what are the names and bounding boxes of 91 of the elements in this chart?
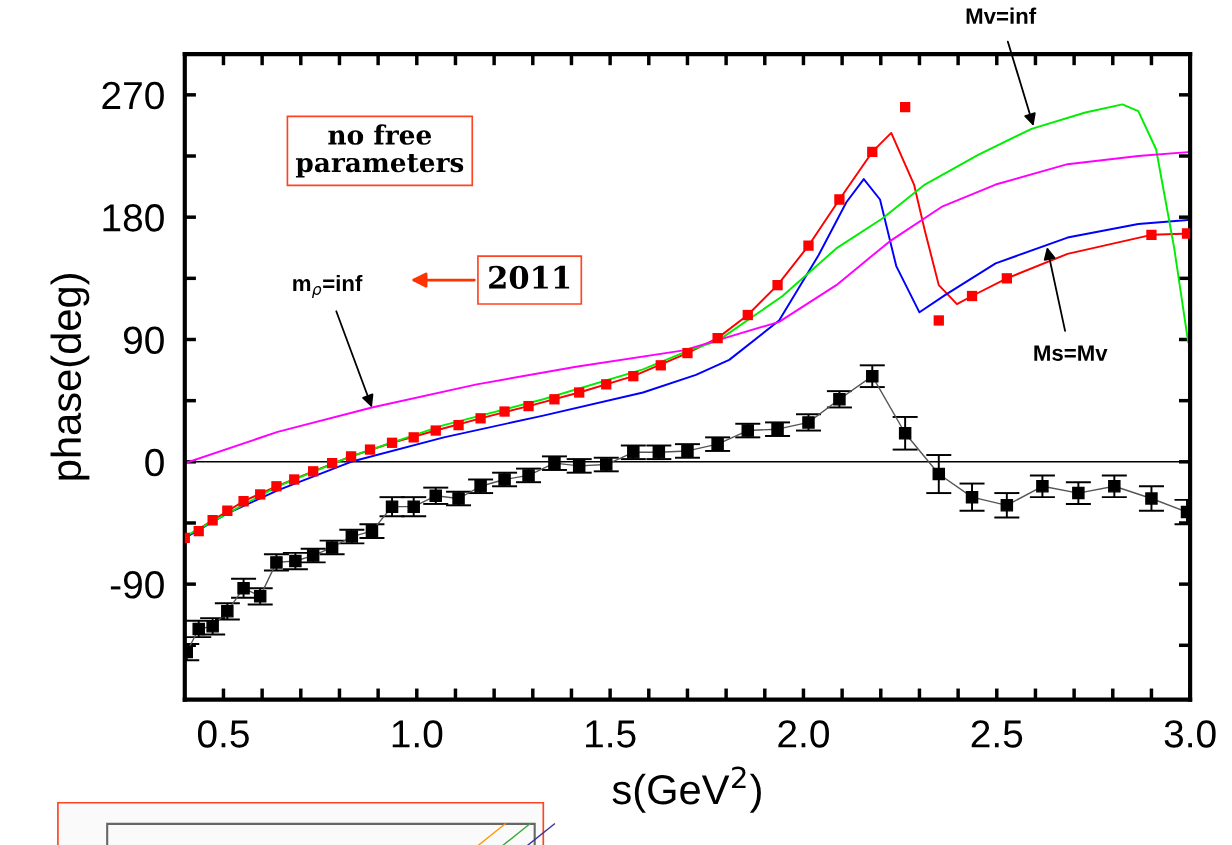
point (803, 240, 814, 251)
point (652, 446, 666, 459)
y-tick-label: 90 (123, 326, 164, 354)
point (741, 424, 755, 437)
point (1146, 229, 1157, 240)
annotation: 2011 (489, 265, 570, 289)
point (1001, 273, 1012, 284)
point (600, 458, 613, 471)
point (452, 492, 465, 505)
point (933, 315, 944, 326)
point (429, 489, 442, 503)
y-tick-label: 0 (145, 448, 164, 477)
x-tick-label: 2.5 (971, 720, 1023, 748)
point (325, 541, 339, 554)
point (253, 590, 267, 603)
point (549, 394, 560, 405)
point (289, 474, 300, 485)
point (932, 467, 946, 481)
point (407, 500, 420, 513)
x-tick-label: 0.5 (197, 720, 249, 748)
point (682, 347, 693, 359)
point (522, 469, 535, 482)
point (1108, 480, 1121, 493)
point (966, 290, 978, 302)
point (345, 451, 357, 462)
point (365, 524, 379, 538)
point (772, 279, 783, 291)
point (898, 427, 912, 440)
point (1181, 228, 1191, 239)
point (1180, 505, 1191, 519)
annotation: m$_{ρ}$=inf (293, 274, 363, 298)
point (1036, 480, 1049, 493)
point (655, 360, 666, 371)
point (364, 444, 376, 455)
point (385, 500, 399, 513)
point (306, 549, 320, 562)
point (499, 406, 510, 417)
point (771, 422, 784, 436)
y-axis-title: phase(deg) (50, 274, 90, 480)
point (523, 400, 534, 412)
line-series (184, 150, 1191, 465)
point (386, 437, 398, 448)
point (430, 425, 441, 436)
point (601, 379, 612, 390)
point (271, 481, 282, 492)
y-tick-label: 180 (103, 204, 164, 232)
point (498, 473, 511, 486)
point (833, 393, 846, 406)
x-axis-title: s(GeV$^{2}$) (612, 766, 761, 813)
point (308, 466, 319, 477)
point (238, 496, 249, 507)
point (474, 480, 487, 493)
x-tick-label: 1.5 (586, 720, 636, 748)
point (1072, 486, 1085, 500)
point (237, 581, 250, 595)
point (345, 530, 359, 543)
point (681, 444, 694, 458)
point (572, 459, 586, 473)
point (207, 515, 218, 526)
x-tick-label: 2.0 (778, 720, 829, 748)
point (574, 387, 585, 398)
point (326, 458, 338, 469)
point (193, 525, 204, 537)
point (270, 556, 283, 569)
point (453, 419, 464, 431)
point (222, 505, 233, 516)
point (475, 413, 486, 424)
annotation: no free parameters (295, 124, 464, 178)
point (965, 490, 979, 504)
point (408, 432, 419, 443)
y-tick-label: 270 (102, 81, 164, 110)
point (628, 371, 639, 382)
point (866, 369, 879, 383)
point (289, 554, 302, 568)
x-tick-label: 1.0 (392, 720, 443, 748)
point (899, 101, 911, 113)
y-tick-label: -90 (110, 571, 164, 599)
annotation: Ms=Mv (1034, 345, 1108, 361)
point (802, 416, 815, 429)
x-tick-label: 3.0 (1164, 720, 1216, 748)
point (627, 446, 640, 459)
point (548, 456, 561, 470)
point (1000, 499, 1014, 512)
point (1145, 492, 1158, 505)
point (255, 489, 266, 500)
point (712, 332, 723, 344)
point (711, 437, 724, 451)
annotation: Mv=inf (966, 7, 1037, 24)
point (834, 194, 845, 205)
point (742, 309, 753, 321)
point (867, 146, 878, 158)
